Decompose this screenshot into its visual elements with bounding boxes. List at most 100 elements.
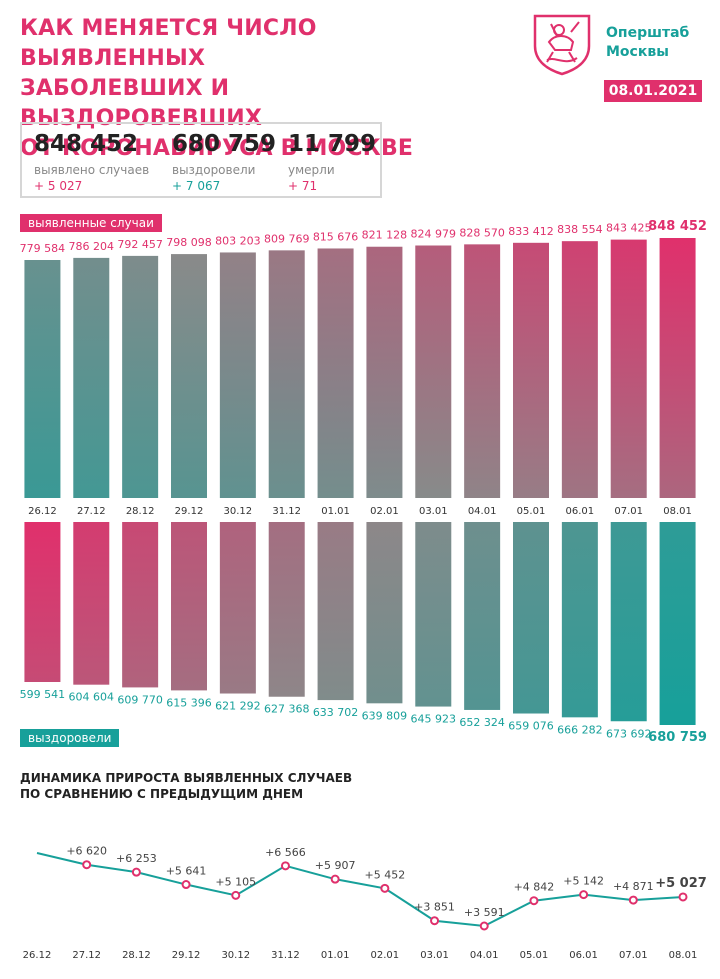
stat-delta: + 5 027 [34,179,83,193]
cases-bar [219,252,256,498]
cases-tag: выявленные случаи [20,214,162,232]
dynamics-date-label: 05.01 [520,950,549,961]
date-tick-label: 04.01 [468,506,497,517]
dynamics-point [678,892,688,902]
dynamics-line-chart: 26.12 +6 620 27.12 +6 253 28.12 +5 641 29.12 +5… [23,845,707,961]
recovered-bar [366,522,403,704]
cases-bar [317,248,354,498]
recovered-bar-label: 615 396 [166,696,212,709]
recovered-bar [659,522,696,725]
title-line: ЗАБОЛЕВШИХ И ВЫЗДОРОВЕВШИХ [20,76,263,131]
dynamics-point-label: +4 842 [514,881,555,894]
dynamics-point [280,861,290,871]
date-tick-label: 30.12 [224,506,253,517]
dynamics-point [628,895,638,905]
cases-bar-label: 803 203 [215,234,261,247]
cases-bar-label: 786 204 [69,240,115,253]
recovered-bar-chart: 599 541 604 604 609 770 615 396 621 292 627 3… [20,522,707,745]
stat-cases: 848 452 выявлено случаев + 5 027 [34,130,149,194]
recovered-bar-label: 609 770 [117,693,163,706]
dynamics-point [479,921,489,931]
org-line: Оперштаб [606,25,690,41]
dynamics-point-label: +6 253 [116,852,157,865]
stat-label: умерли [288,163,335,177]
dynamics-point [579,890,589,900]
recovered-bar-label: 621 292 [215,700,261,713]
dynamics-point-label: +5 142 [563,875,604,888]
recovered-bar [73,522,110,685]
dynamics-date-label: 31.12 [271,950,300,961]
dynamics-point [430,916,440,926]
recovered-bar [464,522,501,710]
date-tick-label: 06.01 [566,506,595,517]
org-line: Москвы [606,44,669,60]
dynamics-point-label: +5 907 [315,859,356,872]
dynamics-point-label: +5 641 [166,865,207,878]
dynamics-date-label: 28.12 [122,950,151,961]
dynamics-point-label: +5 105 [215,875,256,888]
dynamics-date-label: 06.01 [569,950,598,961]
recovered-bar-label: 680 759 [648,730,707,745]
recovered-bar-label: 652 324 [459,716,505,729]
title-line: ОТ КОРОНАВИРУСА В МОСКВЕ [20,136,414,161]
stat-value: 11 799 [288,131,377,157]
dynamics-point-label: +3 851 [414,901,455,914]
dynamics-date-label: 07.01 [619,950,648,961]
dynamics-date-label: 29.12 [172,950,201,961]
dynamics-point [330,874,340,884]
cases-bar [268,250,305,498]
cases-bar [122,255,159,498]
recovered-bar-label: 666 282 [557,723,603,736]
stat-delta: + 71 [288,179,318,193]
dynamics-point-label: +5 027 [655,876,707,891]
cases-bar [73,257,110,498]
recovered-bar [561,522,598,718]
cases-bar-label: 809 769 [264,232,310,245]
date-tick-label: 27.12 [77,506,106,517]
recovered-bar [171,522,207,691]
recovered-bar-label: 599 541 [20,688,66,701]
dynamics-date-label: 04.01 [470,950,499,961]
cases-bar [610,239,647,498]
cases-bar [513,242,549,498]
recovered-bar [415,522,452,707]
dynamics-title-line: ДИНАМИКА ПРИРОСТА ВЫЯВЛЕННЫХ СЛУЧАЕВ [20,771,353,785]
org-name: Оперштаб Москвы [606,24,689,62]
date-tick-label: 05.01 [517,506,546,517]
dynamics-date-label: 27.12 [72,950,101,961]
recovered-bar-label: 645 923 [411,713,457,726]
date-tick-label: 01.01 [321,506,350,517]
cases-bar [171,254,207,498]
cases-bar [561,241,598,498]
dynamics-point-label: +4 871 [613,880,654,893]
cases-bar-label: 815 676 [313,230,359,243]
dynamics-date-label: 08.01 [669,950,698,961]
recovered-bar-label: 639 809 [362,709,408,722]
cases-bar [366,246,403,498]
dynamics-title-line: ПО СРАВНЕНИЮ С ПРЕДЫДУЩИМ ДНЕМ [20,787,304,801]
dynamics-point [82,860,92,870]
dynamics-date-label: 02.01 [371,950,400,961]
recovered-bar [513,522,549,714]
cases-bar [415,245,452,498]
stat-value: 680 759 [172,131,277,157]
recovered-bar-label: 604 604 [69,691,115,704]
stat-label: выздоровели [172,163,256,177]
date-tick-label: 29.12 [175,506,204,517]
date-tick-label: 02.01 [370,506,399,517]
dynamics-date-label: 03.01 [420,950,449,961]
cases-bar-label: 848 452 [648,219,707,234]
dynamics-point [380,883,390,893]
stat-deaths: 11 799 умерли + 71 [288,130,376,194]
recovered-bar-label: 633 702 [313,706,359,719]
recovered-bar-label: 659 076 [508,720,554,733]
dynamics-point [181,880,191,890]
stat-value: 848 452 [34,131,139,157]
date-tick-label: 07.01 [614,506,643,517]
recovered-bar-label: 673 692 [606,727,652,740]
recovered-bar [610,522,647,722]
cases-bar [659,238,696,498]
stat-label: выявлено случаев [34,163,150,177]
date-badge: 08.01.2021 [604,80,702,102]
dynamics-point [131,867,141,877]
